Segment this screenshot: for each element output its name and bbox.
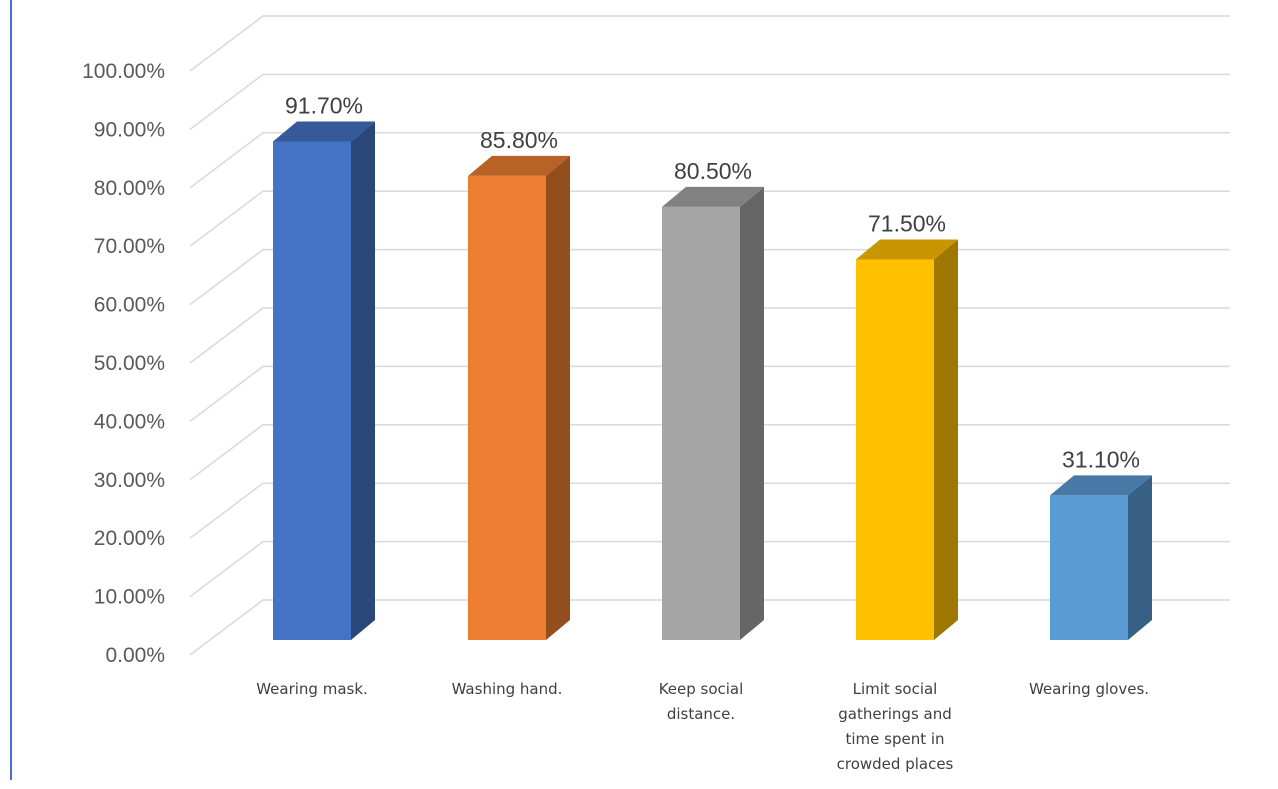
category-label: Keep social bbox=[659, 680, 744, 698]
category-label: Wearing gloves. bbox=[1029, 680, 1149, 698]
y-tick-label: 0.00% bbox=[105, 644, 165, 667]
data-label: 31.10% bbox=[1062, 446, 1140, 472]
y-tick-label: 20.00% bbox=[94, 527, 165, 550]
gridline bbox=[189, 132, 1230, 189]
bar bbox=[468, 175, 546, 641]
category-label: Washing hand. bbox=[452, 680, 563, 698]
data-label: 80.50% bbox=[674, 158, 752, 184]
bar-top bbox=[856, 239, 958, 260]
bar-side bbox=[351, 121, 375, 641]
y-tick-label: 80.00% bbox=[94, 177, 165, 200]
y-tick-label: 50.00% bbox=[94, 352, 165, 375]
bar-side bbox=[740, 186, 764, 640]
gridline bbox=[189, 15, 1230, 72]
bar bbox=[856, 259, 934, 640]
bar-top bbox=[273, 121, 375, 142]
y-tick-label: 40.00% bbox=[94, 410, 165, 433]
data-label: 71.50% bbox=[868, 210, 946, 236]
bar bbox=[273, 141, 351, 641]
left-border-line bbox=[10, 0, 12, 780]
y-tick-label: 100.00% bbox=[82, 60, 165, 83]
y-tick-label: 30.00% bbox=[94, 469, 165, 492]
y-tick-label: 90.00% bbox=[94, 118, 165, 141]
bar bbox=[662, 206, 740, 640]
category-label: Wearing mask. bbox=[256, 680, 368, 698]
y-tick-label: 10.00% bbox=[94, 586, 165, 609]
category-label: crowded places bbox=[837, 755, 954, 773]
category-label: distance. bbox=[667, 705, 735, 723]
bar-side bbox=[546, 155, 570, 641]
gridline bbox=[189, 190, 1230, 247]
bar-side bbox=[1128, 475, 1152, 640]
category-label: time spent in bbox=[845, 730, 944, 748]
y-tick-label: 60.00% bbox=[94, 294, 165, 317]
category-label: gatherings and bbox=[838, 705, 952, 723]
bar-top bbox=[662, 186, 764, 207]
bar-side bbox=[934, 239, 958, 640]
bar-top bbox=[468, 155, 570, 176]
gridline bbox=[189, 73, 1230, 130]
data-label: 91.70% bbox=[285, 92, 363, 118]
y-tick-label: 70.00% bbox=[94, 235, 165, 258]
data-label: 85.80% bbox=[480, 127, 558, 153]
bar bbox=[1050, 495, 1128, 640]
bar-top bbox=[1050, 475, 1152, 496]
category-label: Limit social bbox=[853, 680, 938, 698]
